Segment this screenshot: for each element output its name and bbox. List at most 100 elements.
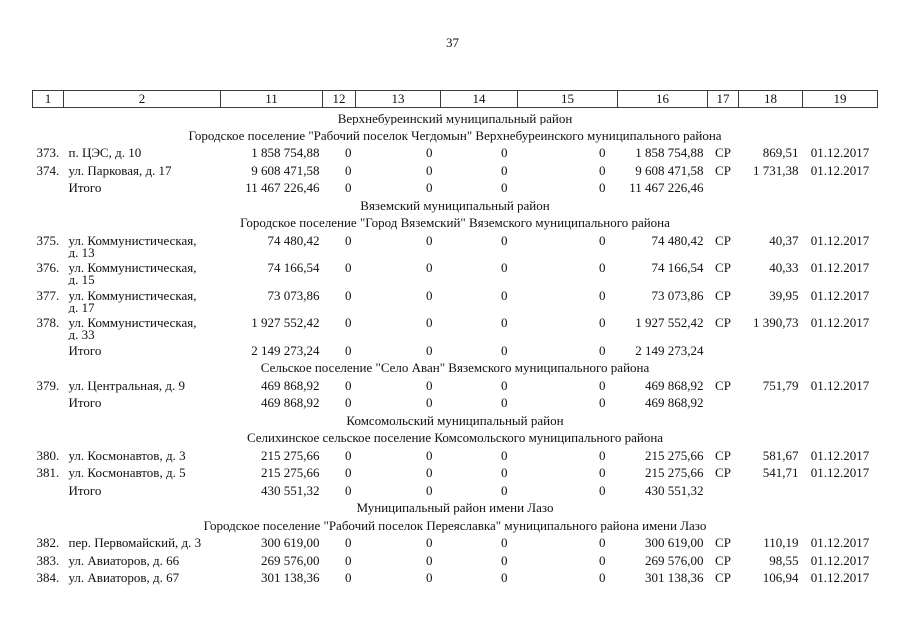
section-title: Городское поселение "Рабочий поселок Чег… [188, 127, 722, 143]
col18-value-cell: 581,67 [762, 447, 799, 463]
col19-date-cell: 01.12.2017 [810, 145, 870, 160]
col17-code-cell: СР [715, 377, 731, 393]
col12-value-cell: 0 [345, 287, 352, 303]
col13-value-cell: 0 [426, 535, 433, 550]
row-number-cell: 377. [36, 287, 60, 303]
row-number-cell: 381. [36, 465, 60, 480]
col14-value-cell: 0 [501, 145, 508, 160]
table-row: 374. ул. Парковая, д. 17 9 608 471,58 0 0 0 0 9… [33, 160, 878, 178]
col15-value-cell: 0 [599, 377, 606, 393]
col11-value-cell: 9 608 471,58 [251, 162, 320, 178]
col18-value-cell: 110,19 [763, 535, 799, 550]
row-number-cell: 380. [36, 447, 60, 463]
col17-code-cell: СР [715, 145, 731, 160]
address-cell: ул. Авиаторов, д. 67 [68, 570, 180, 585]
column-header: 11 [220, 90, 323, 108]
col18-value-cell: 98,55 [769, 552, 799, 568]
col15-value-cell: 0 [599, 315, 606, 330]
col13-value-cell: 0 [426, 395, 433, 410]
header-row: 1 2 11 12 13 14 15 16 17 18 19 [32, 90, 878, 108]
section-row: Комсомольский муниципальный район [33, 410, 878, 428]
col19-date-cell [803, 340, 878, 358]
col18-value-cell: 39,95 [769, 287, 799, 303]
row-number-cell: 384. [36, 570, 60, 585]
row-number-cell: 374. [36, 162, 60, 178]
col16-value-cell: 2 149 273,24 [635, 342, 704, 358]
col12-value-cell: 0 [345, 377, 352, 393]
col16-value-cell: 430 551,32 [645, 482, 704, 498]
column-header: 14 [440, 90, 518, 108]
payments-table: 1 2 11 12 13 14 15 16 17 18 19 Верхнебуреинский му… [32, 90, 878, 585]
section-row: Городское поселение "Город Вяземский" Вя… [33, 213, 878, 231]
col19-date-cell: 01.12.2017 [810, 377, 870, 393]
col19-date-cell: 01.12.2017 [810, 570, 870, 585]
table-row: 383. ул. Авиаторов, д. 66 269 576,00 0 0 0 0 26… [33, 550, 878, 568]
row-number-cell: 373. [36, 145, 60, 160]
col17-code-cell: СР [715, 447, 731, 463]
section-title: Вяземский муниципальный район [360, 197, 550, 213]
col12-value-cell: 0 [345, 145, 352, 160]
col16-value-cell: 11 467 226,46 [629, 180, 704, 195]
col19-date-cell: 01.12.2017 [810, 535, 870, 550]
col18-value-cell [739, 340, 803, 358]
page-number: 37 [446, 35, 459, 50]
col13-value-cell: 0 [426, 342, 433, 358]
col11-value-cell: 2 149 273,24 [251, 342, 320, 358]
col19-date-cell: 01.12.2017 [810, 287, 870, 303]
col11-value-cell: 301 138,36 [261, 570, 320, 585]
col17-code-cell: СР [715, 260, 731, 275]
address-cell: ул. Коммунистическая, д. 13 [64, 230, 221, 258]
col18-value-cell [739, 393, 803, 411]
column-header: 1 [32, 90, 64, 108]
address-line2: д. 13 [68, 244, 95, 258]
table-row: 375. ул. Коммунистическая, д. 13 74 480,42 0… [33, 230, 878, 258]
section-row: Городское поселение "Рабочий поселок Чег… [33, 125, 878, 143]
col12-value-cell: 0 [345, 342, 352, 358]
col15-value-cell: 0 [599, 447, 606, 463]
col17-code-cell [708, 340, 739, 358]
column-header: 15 [517, 90, 618, 108]
section-row: Верхнебуреинский муниципальный район [33, 108, 878, 126]
table-body: Верхнебуреинский муниципальный район Горо… [33, 108, 878, 586]
col15-value-cell: 0 [599, 482, 606, 498]
address-cell: пер. Первомайский, д. 3 [68, 535, 202, 550]
table-row: 377. ул. Коммунистическая, д. 17 73 073,86 0… [33, 285, 878, 313]
section-row: Муниципальный район имени Лазо [33, 498, 878, 516]
col16-value-cell: 74 480,42 [651, 232, 704, 248]
address-cell: ул. Космонавтов, д. 3 [68, 447, 186, 463]
col17-code-cell: СР [715, 552, 731, 568]
col18-value-cell: 541,71 [762, 465, 799, 480]
col18-value-cell: 1 731,38 [753, 162, 799, 178]
address-cell: ул. Коммунистическая, д. 17 [64, 285, 221, 313]
col11-value-cell: 74 166,54 [267, 260, 320, 275]
col17-code-cell: СР [715, 162, 731, 178]
col19-date-cell: 01.12.2017 [810, 465, 870, 480]
col18-value-cell: 106,94 [762, 570, 799, 585]
col11-value-cell: 73 073,86 [267, 287, 320, 303]
col12-value-cell: 0 [345, 552, 352, 568]
col11-value-cell: 215 275,66 [261, 465, 320, 480]
section-row: Городское поселение "Рабочий поселок Пер… [33, 515, 878, 533]
col14-value-cell: 0 [501, 315, 508, 330]
col19-date-cell [803, 480, 878, 498]
column-header: 19 [802, 90, 878, 108]
address-cell: ул. Центральная, д. 9 [68, 377, 186, 393]
address-cell: Итого [68, 395, 102, 410]
col13-value-cell: 0 [426, 570, 433, 585]
col14-value-cell: 0 [501, 482, 508, 498]
total-row: Итого 2 149 273,24 0 0 0 0 2 149 273,24 [33, 340, 878, 358]
row-number-cell: 375. [36, 232, 60, 248]
col15-value-cell: 0 [599, 260, 606, 275]
address-cell: Итого [68, 482, 102, 498]
row-number-cell [33, 480, 64, 498]
col16-value-cell: 1 858 754,88 [635, 145, 704, 160]
address-cell: ул. Коммунистическая, д. 33 [64, 313, 221, 340]
col18-value-cell: 1 390,73 [753, 315, 799, 330]
col17-code-cell [708, 178, 739, 196]
col14-value-cell: 0 [501, 260, 508, 275]
col19-date-cell: 01.12.2017 [810, 162, 870, 178]
col15-value-cell: 0 [599, 465, 606, 480]
col19-date-cell [803, 178, 878, 196]
col15-value-cell: 0 [599, 180, 606, 195]
address-cell: п. ЦЭС, д. 10 [68, 145, 142, 160]
